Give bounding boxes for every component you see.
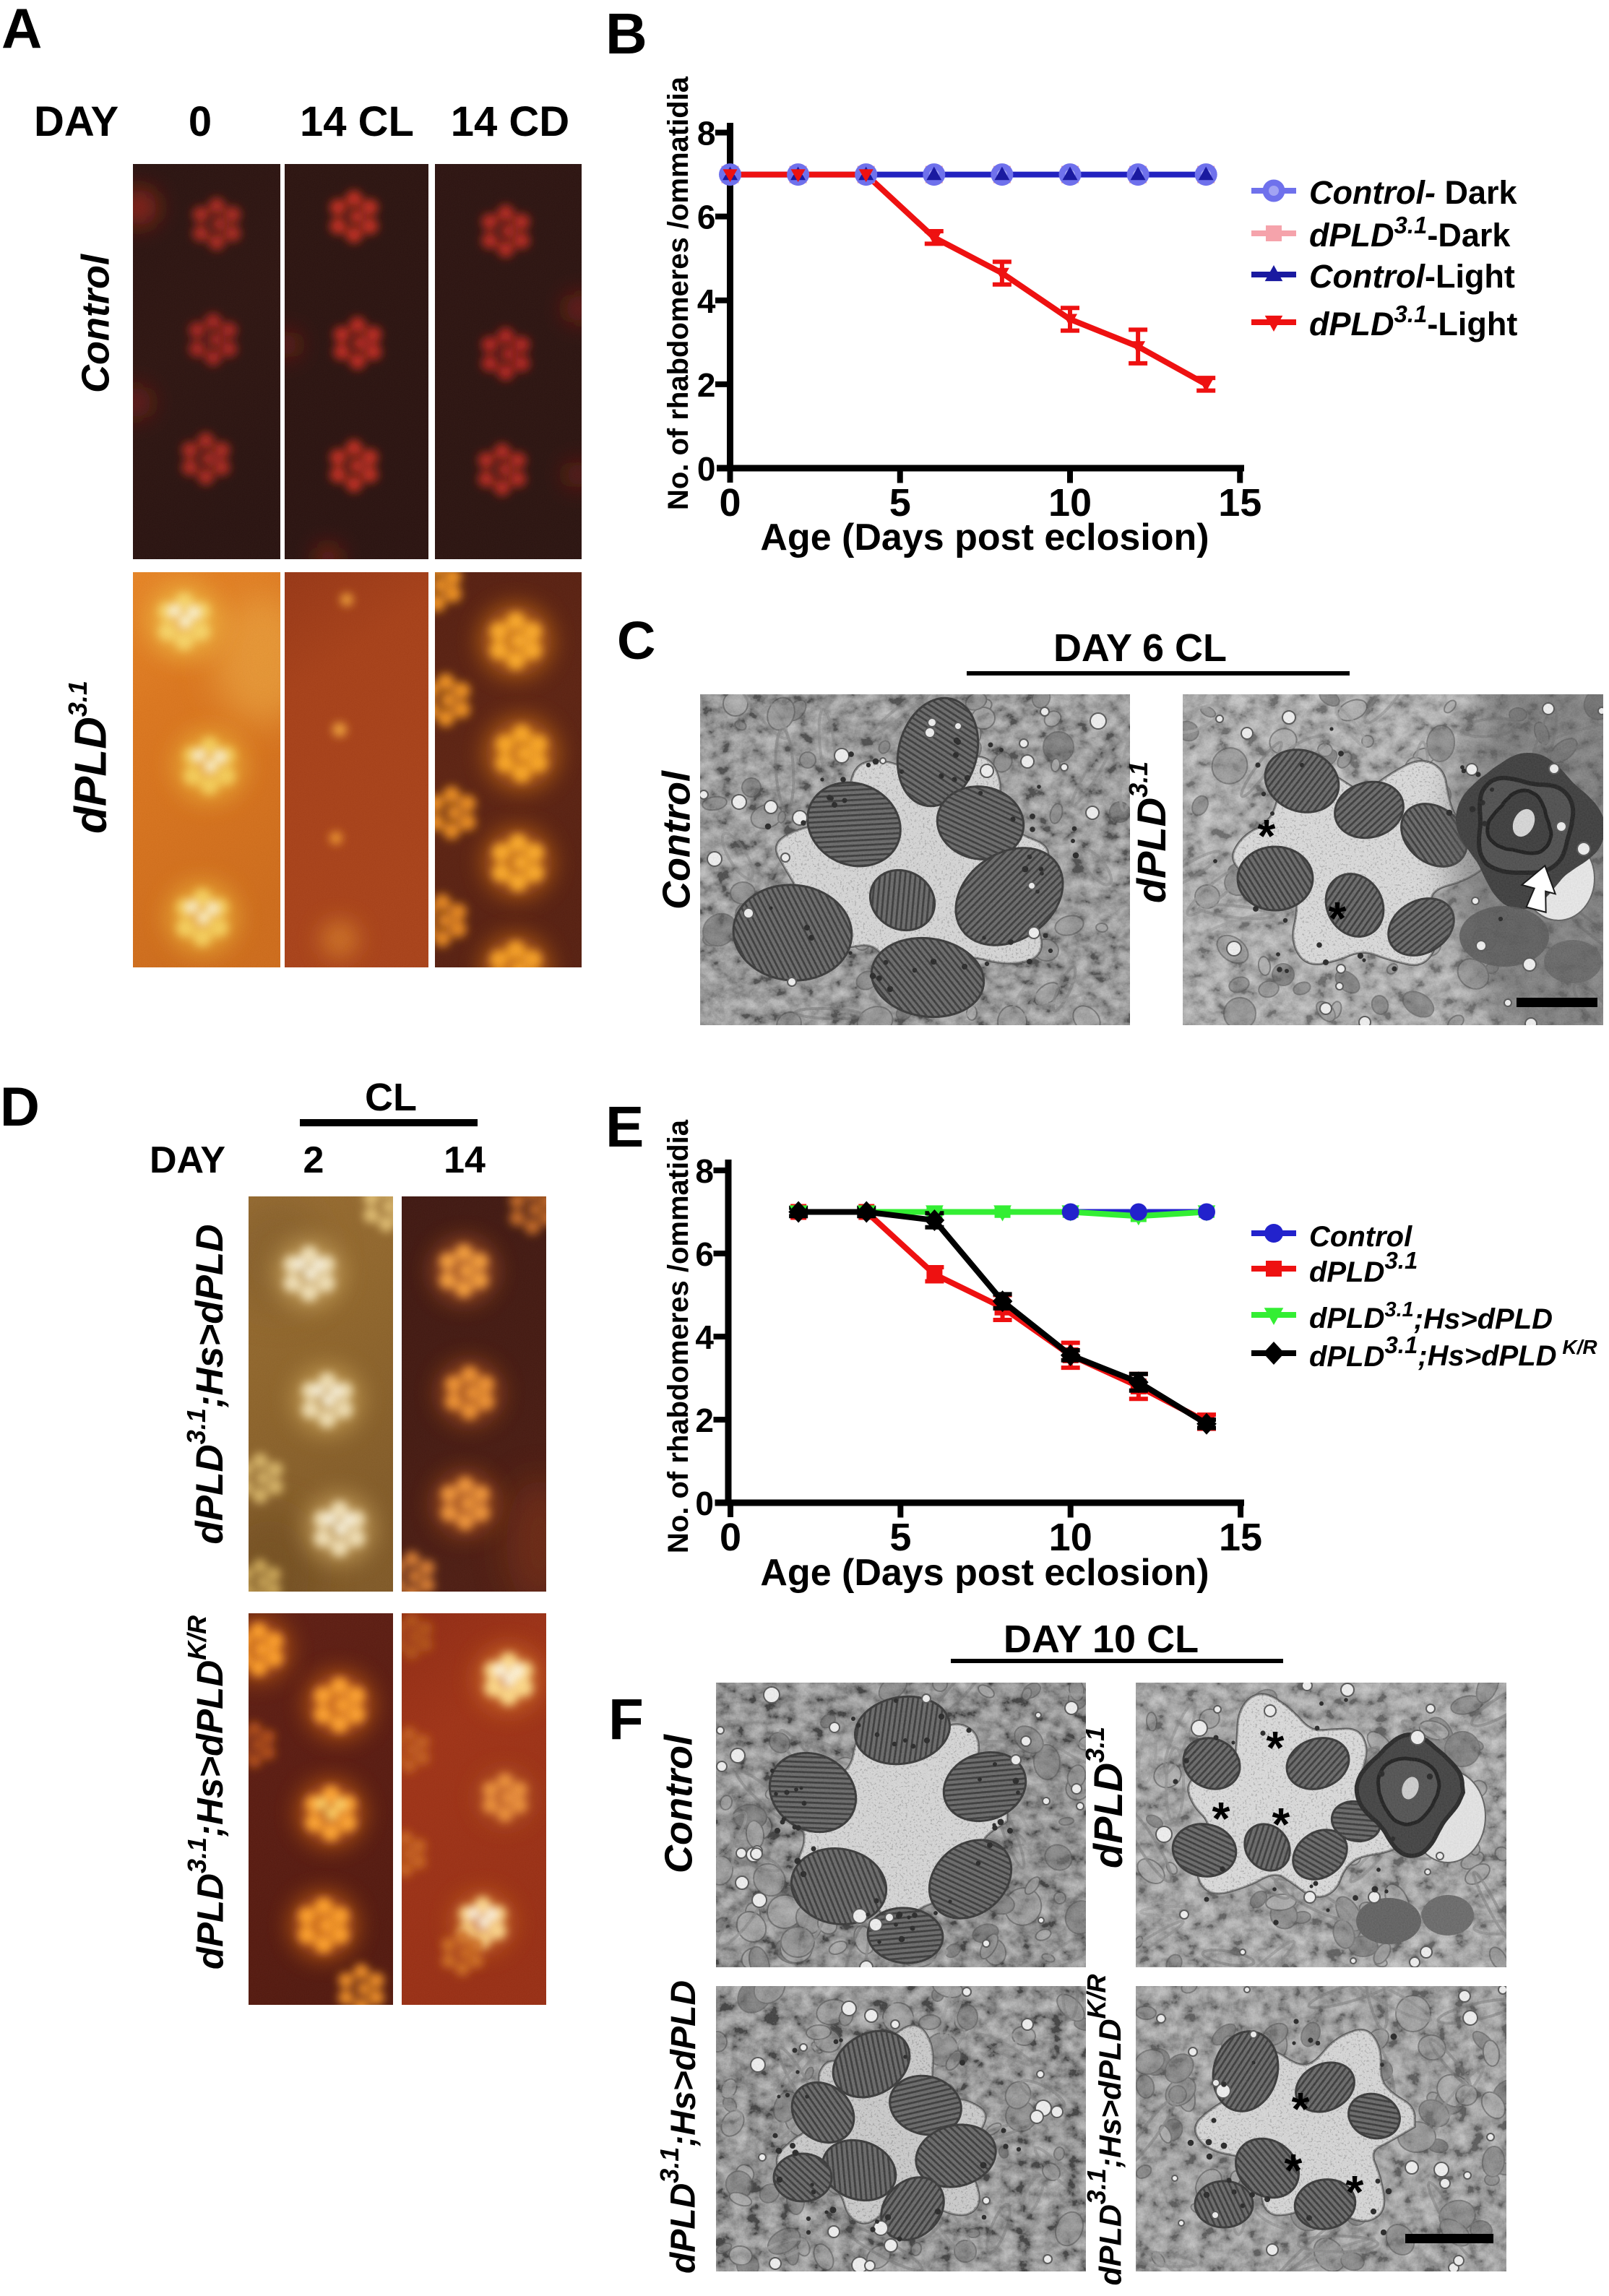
svg-text:0: 0 bbox=[697, 450, 716, 488]
svg-text:2: 2 bbox=[697, 366, 716, 404]
svg-text:dPLD3.1: dPLD3.1 bbox=[1123, 761, 1174, 903]
svg-text:2: 2 bbox=[303, 1139, 324, 1181]
svg-text:5: 5 bbox=[889, 481, 911, 525]
svg-text:Control- Dark: Control- Dark bbox=[1309, 174, 1517, 211]
svg-text:Control: Control bbox=[74, 254, 117, 393]
svg-text:*: * bbox=[1272, 1798, 1290, 1850]
svg-text:14: 14 bbox=[444, 1139, 486, 1181]
svg-text:15: 15 bbox=[1218, 481, 1261, 525]
svg-text:dPLD3.1;Hs>dPLDK/R: dPLD3.1;Hs>dPLDK/R bbox=[1082, 1975, 1129, 2286]
svg-text:DAY 6 CL: DAY 6 CL bbox=[1053, 626, 1227, 670]
svg-text:Age (Days post eclosion): Age (Days post eclosion) bbox=[760, 517, 1209, 558]
svg-text:5: 5 bbox=[889, 1516, 911, 1559]
svg-text:4: 4 bbox=[697, 282, 716, 320]
svg-text:Control: Control bbox=[655, 770, 698, 910]
svg-text:dPLD3.1: dPLD3.1 bbox=[63, 681, 116, 834]
svg-text:Control: Control bbox=[657, 1734, 700, 1873]
svg-text:DAY 10 CL: DAY 10 CL bbox=[1004, 1618, 1199, 1661]
svg-text:No. of rhabdomeres /ommatidia: No. of rhabdomeres /ommatidia bbox=[663, 1119, 694, 1553]
svg-text:E: E bbox=[605, 1095, 644, 1159]
svg-text:dPLD3.1;Hs>dPLD: dPLD3.1;Hs>dPLD bbox=[181, 1224, 231, 1544]
svg-text:8: 8 bbox=[697, 115, 716, 152]
svg-text:DAY: DAY bbox=[34, 98, 118, 145]
svg-text:*: * bbox=[1258, 810, 1276, 862]
svg-text:No. of rhabdomeres /ommatidia: No. of rhabdomeres /ommatidia bbox=[663, 76, 694, 510]
svg-text:CL: CL bbox=[365, 1076, 417, 1119]
svg-text:*: * bbox=[1212, 1792, 1230, 1844]
svg-text:Age (Days post eclosion): Age (Days post eclosion) bbox=[760, 1552, 1209, 1594]
svg-text:10: 10 bbox=[1049, 1516, 1092, 1559]
svg-text:*: * bbox=[1346, 2166, 1364, 2218]
svg-text:10: 10 bbox=[1048, 481, 1092, 525]
svg-text:0: 0 bbox=[695, 1485, 714, 1522]
svg-text:*: * bbox=[1329, 892, 1347, 944]
svg-text:dPLD3.1: dPLD3.1 bbox=[1309, 1247, 1418, 1288]
svg-text:*: * bbox=[1267, 1722, 1285, 1774]
svg-text:Control-Light: Control-Light bbox=[1309, 258, 1515, 295]
svg-text:B: B bbox=[605, 1, 647, 66]
svg-text:Control: Control bbox=[1309, 1221, 1412, 1253]
svg-text:0: 0 bbox=[720, 1516, 741, 1559]
svg-text:*: * bbox=[1285, 2144, 1303, 2196]
svg-text:15: 15 bbox=[1219, 1516, 1262, 1559]
svg-text:dPLD3.1;Hs>dPLD K/R: dPLD3.1;Hs>dPLD K/R bbox=[1309, 1332, 1597, 1373]
svg-text:F: F bbox=[608, 1687, 644, 1751]
svg-text:*: * bbox=[1292, 2083, 1310, 2135]
svg-text:6: 6 bbox=[695, 1235, 714, 1273]
svg-text:dPLD3.1;Hs>dPLD: dPLD3.1;Hs>dPLD bbox=[655, 1980, 703, 2274]
svg-text:14 CD: 14 CD bbox=[451, 98, 569, 145]
svg-text:dPLD3.1;Hs>dPLDK/R: dPLD3.1;Hs>dPLDK/R bbox=[182, 1615, 231, 1969]
svg-text:dPLD3.1-Light: dPLD3.1-Light bbox=[1309, 301, 1517, 342]
svg-text:dPLD3.1: dPLD3.1 bbox=[1080, 1727, 1131, 1868]
svg-text:2: 2 bbox=[695, 1402, 714, 1439]
svg-text:8: 8 bbox=[695, 1152, 714, 1190]
svg-text:4: 4 bbox=[695, 1319, 714, 1356]
svg-text:6: 6 bbox=[697, 199, 716, 236]
svg-text:dPLD3.1;Hs>dPLD: dPLD3.1;Hs>dPLD bbox=[1309, 1298, 1553, 1335]
svg-text:DAY: DAY bbox=[150, 1139, 225, 1181]
svg-text:C: C bbox=[617, 610, 655, 670]
svg-text:A: A bbox=[1, 0, 42, 60]
svg-text:dPLD3.1-Dark: dPLD3.1-Dark bbox=[1309, 212, 1511, 254]
svg-text:D: D bbox=[0, 1076, 40, 1138]
svg-text:0: 0 bbox=[189, 98, 212, 145]
svg-text:14 CL: 14 CL bbox=[300, 98, 414, 145]
svg-text:0: 0 bbox=[719, 481, 741, 525]
